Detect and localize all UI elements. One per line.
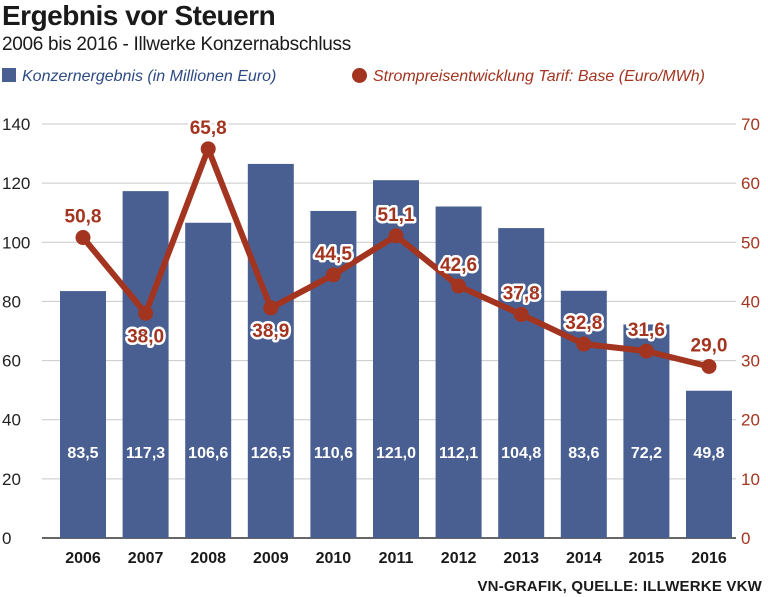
- legend-line-label: Strompreisentwicklung Tarif: Base (Euro/…: [373, 68, 705, 85]
- bar-value-label: 83,6: [568, 445, 599, 462]
- y-tick-right: 60: [741, 174, 760, 193]
- y-tick-left: 100: [2, 233, 30, 252]
- line-point: [200, 141, 216, 157]
- y-tick-right: 50: [741, 233, 760, 252]
- x-tick-label: 2008: [190, 550, 226, 567]
- y-tick-left: 120: [2, 174, 30, 193]
- line-point: [638, 343, 654, 359]
- chart-subtitle: 2006 bis 2016 - Illwerke Konzernabschlus…: [2, 34, 351, 55]
- line-value-label: 65,8: [190, 118, 227, 139]
- bar: [560, 290, 607, 538]
- x-tick-label: 2016: [691, 550, 727, 567]
- bar-value-label: 83,5: [67, 445, 98, 462]
- x-tick-label: 2006: [65, 550, 101, 567]
- bar: [247, 163, 294, 538]
- x-tick-label: 2009: [253, 550, 289, 567]
- y-tick-left: 40: [2, 411, 21, 430]
- line-value-label: 31,6: [628, 320, 665, 341]
- x-tick-label: 2013: [503, 550, 539, 567]
- y-tick-right: 20: [741, 411, 760, 430]
- bar: [435, 206, 482, 539]
- bar-value-label: 117,3: [126, 445, 165, 462]
- bar: [185, 222, 232, 539]
- y-tick-right: 10: [741, 470, 760, 489]
- legend-bars-label: Konzernergebnis (in Millionen Euro): [22, 68, 277, 85]
- line-point: [701, 358, 717, 374]
- line-value-label: 29,0: [691, 335, 728, 356]
- line-marker-icon: [352, 68, 367, 83]
- bar-value-label: 104,8: [501, 445, 541, 462]
- bar-swatch-icon: [2, 68, 16, 82]
- line-point: [138, 305, 154, 321]
- bar: [498, 228, 545, 538]
- bar-value-label: 126,5: [251, 445, 291, 462]
- y-tick-left: 20: [2, 470, 21, 489]
- line-point: [576, 336, 592, 352]
- line-point: [513, 306, 529, 322]
- y-tick-left: 0: [2, 529, 11, 548]
- bar: [122, 191, 169, 538]
- y-tick-right: 70: [741, 115, 760, 134]
- line-point: [75, 230, 91, 246]
- line-point: [388, 228, 404, 244]
- y-tick-left: 60: [2, 352, 21, 371]
- bar: [686, 390, 732, 538]
- line-value-label: 50,8: [65, 207, 102, 228]
- y-tick-right: 40: [741, 292, 760, 311]
- x-tick-label: 2014: [566, 550, 602, 567]
- line-point: [263, 300, 279, 316]
- y-tick-left: 140: [2, 115, 30, 134]
- line-value-label: 51,1: [378, 205, 415, 226]
- bar-value-label: 112,1: [439, 445, 478, 462]
- x-tick-label: 2011: [379, 550, 414, 567]
- line-value-label: 42,6: [440, 255, 477, 276]
- line-value-label: 32,8: [565, 313, 602, 334]
- chart-title: Ergebnis vor Steuern: [2, 0, 276, 31]
- bar-value-label: 121,0: [376, 445, 416, 462]
- source-note: VN-GRAFIK, QUELLE: ILLWERKE VKW: [477, 578, 762, 595]
- y-tick-right: 0: [741, 529, 750, 548]
- legend-bars: Konzernergebnis (in Millionen Euro): [2, 68, 276, 86]
- line-point: [451, 278, 467, 294]
- x-tick-label: 2010: [316, 550, 352, 567]
- bar-value-label: 110,6: [314, 445, 353, 462]
- y-tick-left: 80: [2, 292, 21, 311]
- line-value-label: 37,8: [503, 283, 540, 304]
- x-tick-label: 2015: [629, 550, 665, 567]
- bar-value-label: 49,8: [693, 445, 724, 462]
- line-value-label: 38,0: [127, 326, 164, 347]
- bar-value-label: 106,6: [188, 445, 228, 462]
- line-point: [325, 267, 341, 283]
- bar-value-label: 72,2: [631, 445, 662, 462]
- x-tick-label: 2012: [441, 550, 477, 567]
- bar: [623, 324, 670, 538]
- y-tick-right: 30: [741, 352, 760, 371]
- bar: [60, 291, 106, 538]
- x-tick-label: 2007: [128, 550, 164, 567]
- line-value-label: 44,5: [315, 244, 352, 265]
- line-value-label: 38,9: [252, 321, 289, 342]
- legend-line: Strompreisentwicklung Tarif: Base (Euro/…: [352, 68, 705, 86]
